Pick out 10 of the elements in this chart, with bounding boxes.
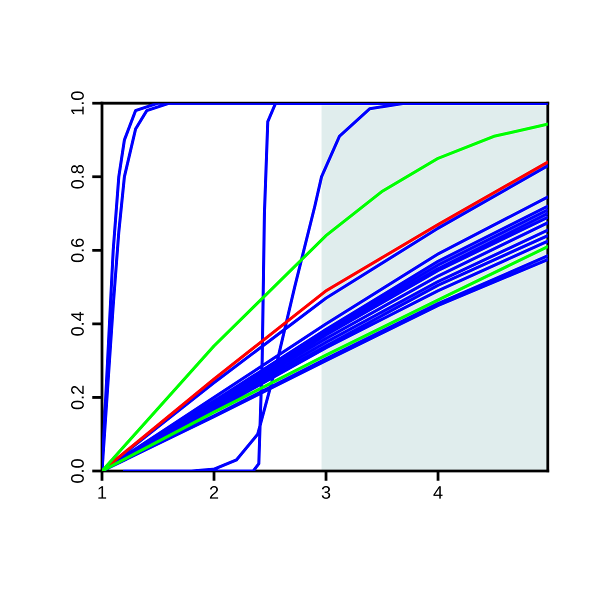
y-tick-label: 0.4 [71, 312, 84, 336]
x-tick-label: 2 [210, 486, 218, 499]
y-tick-label: 0.2 [71, 386, 84, 410]
y-tick-label: 0.6 [71, 238, 84, 262]
y-tick-label: 0.0 [71, 459, 84, 483]
x-tick-label: 1 [98, 486, 106, 499]
y-tick-label: 0.8 [71, 164, 84, 189]
y-tick-label: 1.0 [71, 91, 84, 114]
x-tick-label: 3 [322, 486, 330, 499]
x-tick-label: 4 [433, 486, 443, 499]
